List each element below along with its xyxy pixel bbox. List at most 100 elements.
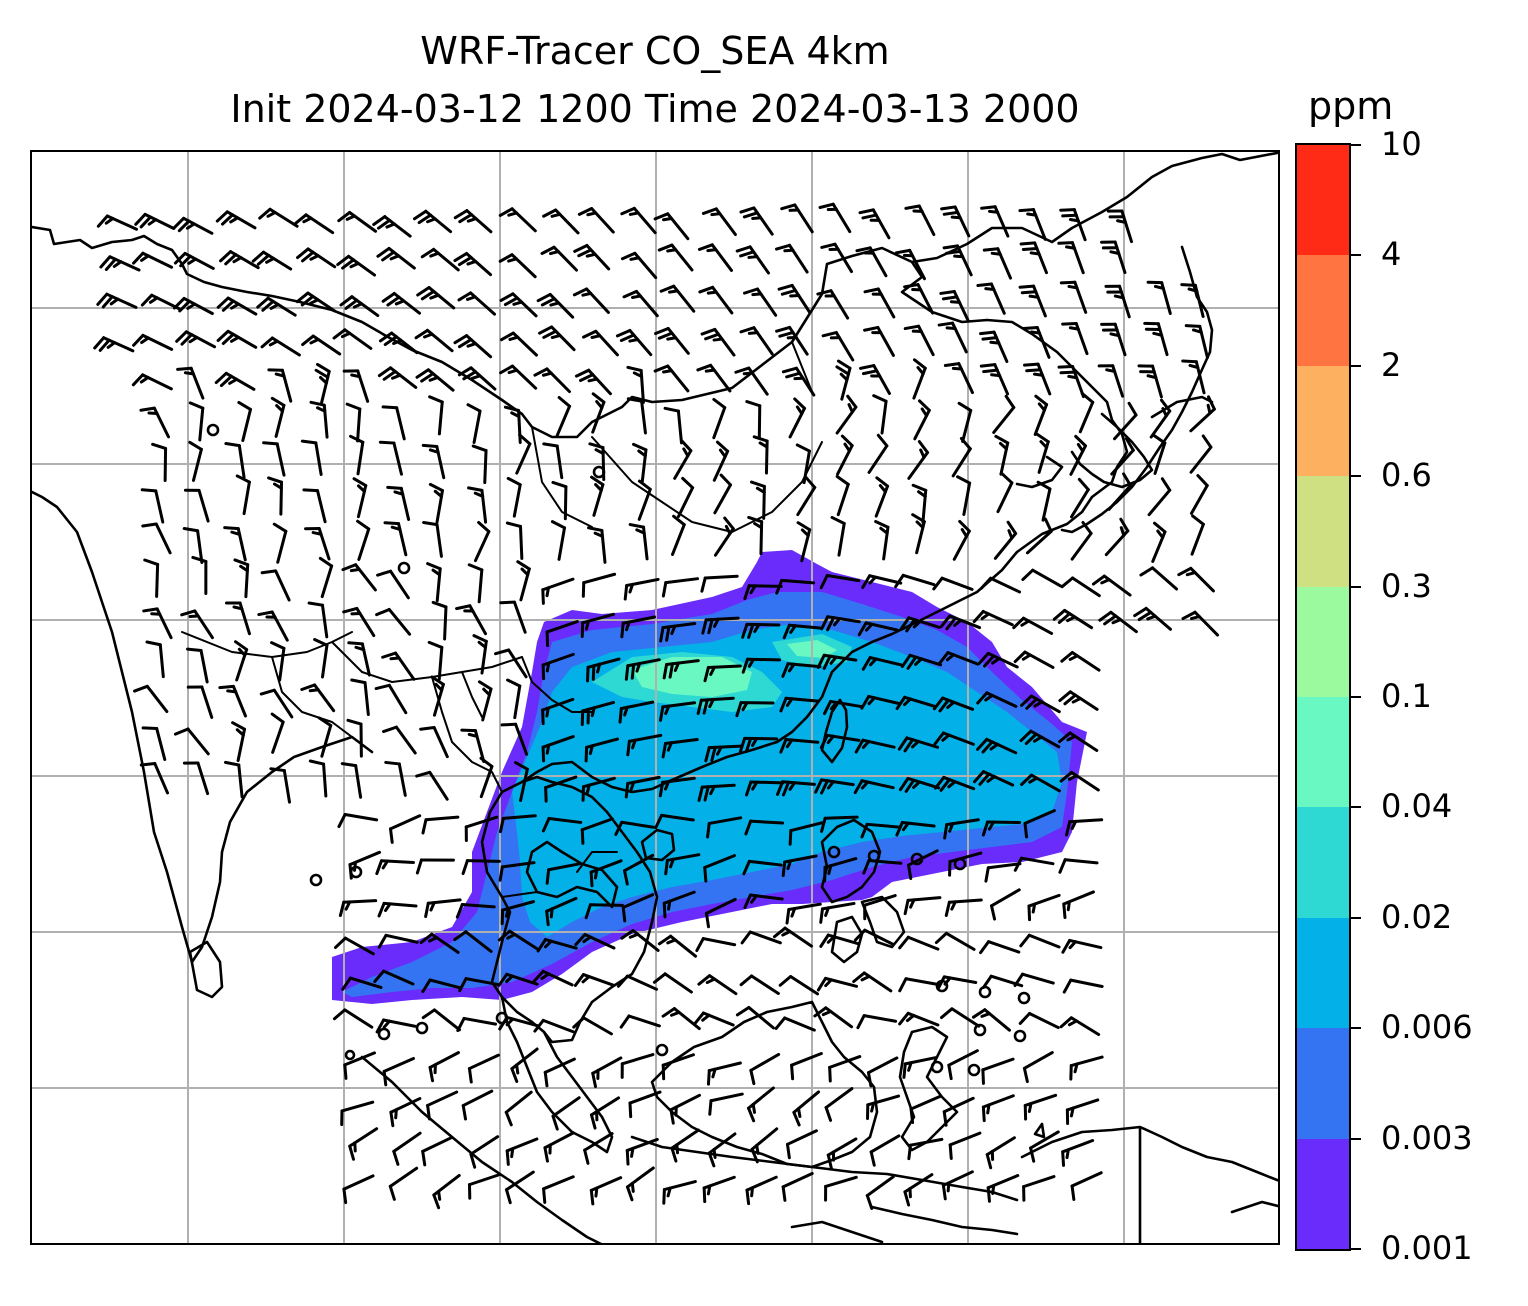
wind-barb: [994, 434, 1010, 476]
wind-barb: [337, 210, 378, 233]
wind-barb: [332, 1008, 374, 1029]
wind-barb: [858, 208, 891, 240]
wind-barb: [900, 653, 943, 670]
wind-barb: [777, 283, 812, 314]
wind-barb: [341, 976, 383, 991]
wind-barb: [951, 437, 972, 478]
wind-barb: [340, 762, 363, 799]
wind-barb: [151, 442, 168, 482]
wind-barb: [942, 244, 973, 277]
wind-barb: [781, 854, 818, 878]
wind-barb: [313, 638, 329, 679]
colorbar-tick-label: 0.003: [1381, 1118, 1473, 1157]
wind-barb: [134, 212, 176, 230]
wind-barb: [1018, 208, 1047, 241]
wind-barb: [620, 615, 657, 639]
island-marker: [397, 561, 411, 575]
plume-level-0.04: [632, 640, 837, 697]
wind-barb: [1184, 324, 1209, 359]
wind-barb: [504, 1090, 533, 1127]
wind-barb: [741, 622, 781, 639]
wind-barb: [824, 1175, 858, 1202]
wind-barb: [972, 609, 1014, 627]
wind-barb: [782, 623, 823, 640]
wind-barb: [1146, 280, 1172, 315]
wind-barb: [1058, 731, 1099, 752]
wind-barb: [1151, 521, 1167, 563]
coastline-asia-north: [32, 152, 1278, 439]
wind-barb: [216, 296, 258, 316]
wind-barb: [659, 701, 697, 722]
wind-barb: [860, 694, 902, 710]
wind-barb: [933, 731, 975, 746]
colorbar-tick-label: 0.1: [1381, 677, 1432, 715]
wind-barb: [708, 1092, 744, 1116]
wind-barb: [818, 202, 852, 234]
wind-barb: [624, 775, 661, 799]
wind-barb: [431, 600, 448, 641]
wind-barb: [614, 820, 655, 837]
wind-barb: [1062, 890, 1095, 920]
wind-barb: [175, 330, 217, 349]
wind-barb: [541, 735, 575, 763]
wind-barb: [792, 1090, 821, 1127]
wind-barb: [816, 976, 859, 992]
wind-barb: [865, 1175, 895, 1210]
wind-barb: [551, 1096, 581, 1131]
wind-barb: [941, 1170, 974, 1201]
wind-barb: [542, 1175, 575, 1204]
wind-barb: [703, 854, 736, 883]
wind-barb: [653, 364, 690, 393]
wind-barb: [543, 1057, 576, 1088]
wind-barb: [874, 476, 890, 518]
wind-barb: [779, 696, 820, 713]
wind-barb: [314, 362, 331, 404]
wind-barb: [499, 331, 538, 357]
wind-barb: [469, 1135, 500, 1169]
colorbar-tick: [1351, 364, 1361, 367]
wind-barb: [1060, 576, 1101, 598]
wind-barb: [1181, 610, 1220, 637]
island-marker: [415, 1021, 429, 1035]
wind-barb: [713, 473, 732, 515]
wind-barb: [182, 761, 210, 796]
wind-barb: [382, 1056, 415, 1087]
wind-barb: [632, 442, 648, 484]
wind-barb: [574, 368, 612, 396]
wind-barb: [618, 700, 655, 724]
wind-barb: [819, 901, 856, 924]
wind-barb: [1177, 566, 1215, 593]
wind-barb: [293, 213, 335, 235]
wind-barb: [980, 205, 1010, 238]
wind-barb: [673, 439, 693, 480]
wind-barb: [332, 328, 373, 350]
wind-barb: [589, 1096, 621, 1130]
wind-barb: [267, 476, 284, 516]
wind-barb: [262, 441, 286, 477]
wind-barb: [822, 699, 864, 716]
wind-barb: [742, 859, 783, 876]
island-marker: [827, 845, 841, 859]
wind-barb: [532, 969, 574, 987]
wind-barb: [1189, 434, 1213, 474]
wind-barb: [541, 577, 575, 605]
wind-barb: [131, 373, 173, 391]
colorbar-tick: [1351, 475, 1361, 478]
colorbar-tick-label: 0.3: [1381, 566, 1432, 605]
wind-barb: [413, 209, 453, 234]
coastline-sulawesi: [898, 1025, 959, 1152]
wind-barb: [788, 397, 807, 439]
colorbar-tick-label: 0.04: [1381, 787, 1453, 826]
wind-barb: [1149, 398, 1172, 439]
wind-barb: [944, 898, 983, 918]
coastline-borneo: [650, 1000, 879, 1169]
wind-barb: [223, 526, 247, 562]
wind-barb: [420, 247, 460, 272]
wind-barb: [743, 584, 783, 601]
wind-barb: [1065, 818, 1104, 837]
wind-barb: [543, 1131, 575, 1163]
wind-barb: [623, 853, 655, 886]
wind-barb: [458, 977, 499, 993]
wind-barb: [339, 295, 380, 318]
wind-barb: [231, 721, 247, 763]
